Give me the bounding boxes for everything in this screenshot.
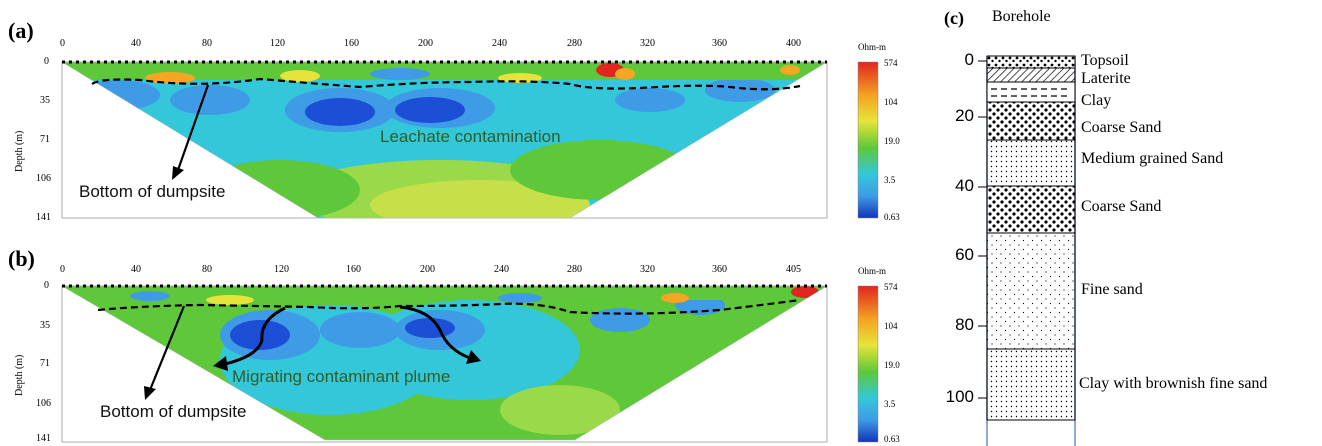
panel-a-dumpsite-boundary: [91, 77, 801, 91]
panel-a-scale-value: 574: [884, 58, 898, 68]
annotation-migrating-plume: Migrating contaminant plume: [232, 367, 451, 386]
panel-a-depth-tick: 35: [40, 95, 50, 106]
panel-a-x-tick: 400: [786, 38, 801, 49]
layer-coarse-sand-2: [986, 185, 1076, 234]
layer-label-clay: Clay: [1081, 92, 1112, 109]
layer-clay: [986, 81, 1076, 103]
panel-a-x-tick: 160: [344, 38, 359, 49]
layer-label-clay-brownish: Clay with brownish fine sand: [1079, 375, 1268, 392]
panel-b-label: (b): [8, 246, 35, 271]
panel-b-depth-tick: 141: [36, 433, 51, 444]
borehole-depth-tick: 60: [955, 245, 974, 264]
panel-a-depth-label: Depth (m): [14, 130, 25, 172]
panel-a-x-tick: 80: [202, 38, 212, 49]
panel-b-arrow-plume-right: [399, 305, 471, 360]
panel-b-arrow-plume-left: [224, 306, 286, 366]
panel-a-scale-value: 104: [884, 97, 898, 107]
panel-a-x-tick: 320: [640, 38, 655, 49]
panel-b-color-scale: [857, 285, 879, 443]
panel-a-color-scale: [857, 61, 879, 219]
annotation-leachate-contamination: Leachate contamination: [380, 127, 561, 146]
panel-b-depth-tick: 71: [40, 358, 50, 369]
borehole-depth-tick: 100: [945, 387, 974, 406]
panel-b-scale-value: 104: [884, 321, 898, 331]
panel-b-arrow-bottom: [148, 305, 186, 391]
panel-a-label: (a): [8, 18, 34, 43]
panel-b-scale-value: 574: [884, 282, 898, 292]
panel-b-x-tick: 320: [640, 264, 655, 275]
borehole-depth-tick: 80: [955, 315, 974, 334]
panel-a-scale-value: 0.63: [884, 212, 900, 222]
layer-label-coarse-sand-1: Coarse Sand: [1081, 119, 1162, 136]
borehole-depth-tick: 0: [964, 50, 974, 69]
panel-a-depth-tick: 0: [44, 56, 49, 67]
panel-b-x-tick: 160: [346, 264, 361, 275]
panel-a-x-tick: 240: [492, 38, 507, 49]
panel-b-x-tick: 240: [494, 264, 509, 275]
layer-laterite: [986, 67, 1076, 83]
layer-label-topsoil: Topsoil: [1081, 52, 1129, 69]
panel-a-depth-tick: 141: [36, 212, 51, 223]
layer-clay-brownish-sand: [986, 348, 1076, 421]
layer-label-fine-sand: Fine sand: [1081, 281, 1143, 298]
panel-b-x-tick: 40: [131, 264, 141, 275]
panel-c-label: (c): [944, 8, 964, 28]
panel-b-scale-value: 3.5: [884, 399, 896, 409]
panel-a-x-tick: 360: [712, 38, 727, 49]
panel-b-unit: Ohm-m: [858, 266, 886, 276]
borehole-depth-tick: 40: [955, 176, 974, 195]
panel-b-x-tick: 280: [567, 264, 582, 275]
panel-a-unit: Ohm-m: [858, 42, 886, 52]
panel-b-scale-value: 19.0: [884, 360, 900, 370]
panel-a-x-tick: 200: [418, 38, 433, 49]
layer-label-medium-sand: Medium grained Sand: [1081, 150, 1224, 167]
panel-a-x-tick: 280: [567, 38, 582, 49]
borehole-title: Borehole: [992, 8, 1051, 25]
layer-topsoil: [986, 55, 1076, 69]
panel-b-dumpsite-boundary: [97, 298, 801, 315]
panel-b-x-tick: 405: [786, 264, 801, 275]
panel-a-scale-value: 19.0: [884, 136, 900, 146]
layer-fine-sand: [986, 232, 1076, 350]
layer-label-laterite: Laterite: [1081, 70, 1131, 87]
panel-a-depth-tick: 106: [36, 173, 51, 184]
layer-label-coarse-sand-2: Coarse Sand: [1081, 198, 1162, 215]
panel-b-x-tick: 120: [274, 264, 289, 275]
panel-b-x-tick: 0: [60, 264, 65, 275]
panel-b-depth-label: Depth (m): [14, 354, 25, 396]
panel-a-depth-tick: 71: [40, 134, 50, 145]
panel-b-depth-tick: 106: [36, 398, 51, 409]
panel-a-arrow: [176, 84, 210, 171]
panel-b-depth-tick: 0: [44, 280, 49, 291]
panel-b-depth-tick: 35: [40, 320, 50, 331]
layer-medium-sand: [986, 139, 1076, 187]
annotation-bottom-of-dumpsite-b: Bottom of dumpsite: [100, 402, 247, 421]
panel-a-x-tick: 0: [60, 38, 65, 49]
panel-a-x-tick: 40: [131, 38, 141, 49]
annotation-bottom-of-dumpsite-a: Bottom of dumpsite: [79, 182, 226, 201]
panel-a-scale-value: 3.5: [884, 175, 896, 185]
panel-a-x-tick: 120: [270, 38, 285, 49]
panel-b-x-tick: 80: [202, 264, 212, 275]
layer-coarse-sand-1: [986, 101, 1076, 141]
borehole-column: [978, 55, 1076, 446]
panel-b-x-tick: 200: [420, 264, 435, 275]
panel-b-x-tick: 360: [712, 264, 727, 275]
borehole-depth-tick: 20: [955, 106, 974, 125]
panel-b-scale-value: 0.63: [884, 434, 900, 444]
